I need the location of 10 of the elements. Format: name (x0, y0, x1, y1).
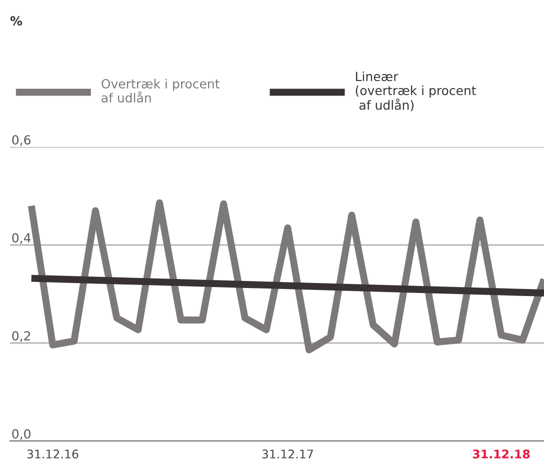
x-tick-label: 31.12.18 (472, 450, 530, 458)
text: Lineær (overtræk i procent af udlån) (356, 72, 476, 112)
x-tick-label: 31.12.16 (27, 450, 78, 458)
y-tick-label: 0,6 (12, 135, 30, 146)
y-tick-label: 0,2 (12, 331, 30, 342)
text: % (10, 16, 22, 26)
y-tick-label: 0,4 (12, 233, 31, 244)
y-tick-label: 0,0 (12, 429, 30, 440)
x-tick-label: 31.12.17 (262, 450, 313, 458)
text: Overtræk i procent af udlån (102, 78, 220, 102)
